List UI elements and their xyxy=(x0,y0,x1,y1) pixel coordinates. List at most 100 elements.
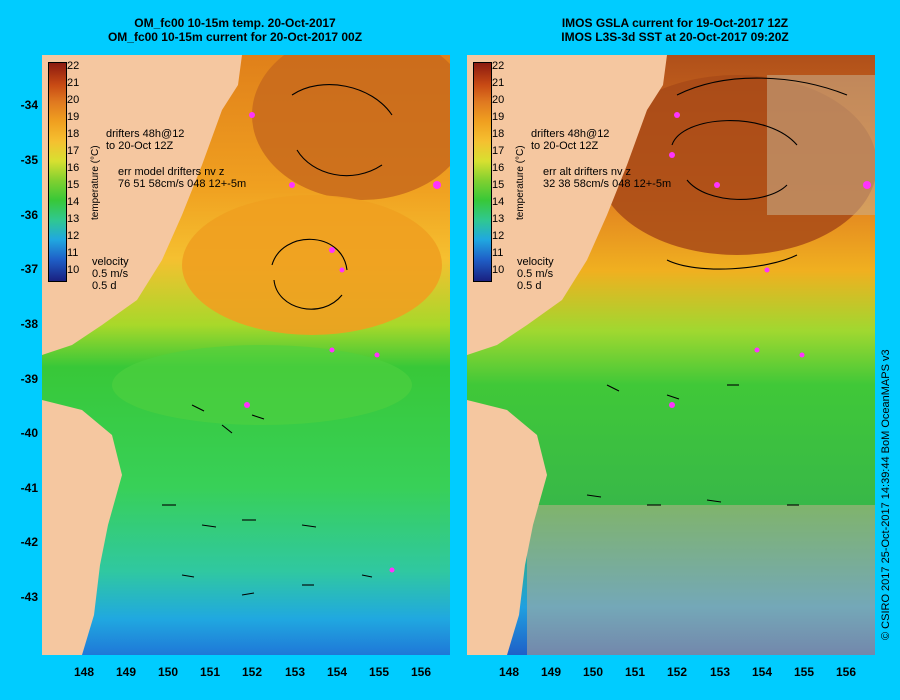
left-front xyxy=(112,345,412,425)
velocity-key-label: velocity xyxy=(92,256,129,268)
left-warm-eddy xyxy=(252,55,450,200)
cb-tick: 11 xyxy=(492,247,504,259)
right-cloud-mask-ne xyxy=(767,75,875,215)
cb-tick: 20 xyxy=(492,94,505,106)
right-title-line2: IMOS L3S-3d SST at 20-Oct-2017 09:20Z xyxy=(561,30,789,44)
left-err-line1: err model drifters nv z xyxy=(118,166,225,178)
x-tick: 156 xyxy=(410,665,432,679)
velocity-key-speed: 0.5 m/s xyxy=(92,268,129,280)
cb-tick: 21 xyxy=(492,77,505,89)
x-tick: 155 xyxy=(368,665,390,679)
right-err-line2: 32 38 58cm/s 048 12+-5m xyxy=(543,178,672,190)
y-tick: -38 xyxy=(20,317,38,331)
cb-tick: 12 xyxy=(492,230,505,242)
x-tick: 155 xyxy=(793,665,815,679)
right-drifters-label: drifters 48h@12 to 20-Oct 12Z xyxy=(531,128,609,152)
cb-tick: 19 xyxy=(67,111,80,123)
x-tick: 152 xyxy=(241,665,263,679)
left-map-canvas xyxy=(42,55,450,655)
left-drifters-line2: to 20-Oct 12Z xyxy=(106,140,174,152)
x-tick: 148 xyxy=(498,665,520,679)
cb-tick: 14 xyxy=(492,196,505,208)
right-error-label: err alt drifters nv z 32 38 58cm/s 048 1… xyxy=(543,166,671,190)
x-tick: 156 xyxy=(835,665,857,679)
right-tasmania xyxy=(467,400,547,655)
x-tick: 151 xyxy=(199,665,221,679)
left-map-title: OM_fc00 10-15m temp. 20-Oct-2017 OM_fc00… xyxy=(60,16,410,44)
y-tick: -36 xyxy=(20,208,38,222)
y-tick: -40 xyxy=(20,426,38,440)
left-drifters-line1: drifters 48h@12 xyxy=(106,128,185,140)
cb-tick: 10 xyxy=(67,264,80,276)
x-tick: 149 xyxy=(540,665,562,679)
cb-tick: 19 xyxy=(492,111,505,123)
left-mainland xyxy=(42,55,242,355)
left-err-line2: 76 51 58cm/s 048 12+-5m xyxy=(118,178,247,190)
left-map-panel xyxy=(42,55,450,655)
x-tick: 149 xyxy=(115,665,137,679)
left-velocity-key: velocity 0.5 m/s 0.5 d xyxy=(92,256,129,292)
cb-tick: 15 xyxy=(67,179,80,191)
y-tick: -37 xyxy=(20,262,38,276)
right-colorbar-title: temperature (°C) xyxy=(515,145,526,220)
y-tick: -43 xyxy=(20,590,38,604)
right-map-title: IMOS GSLA current for 19-Oct-2017 12Z IM… xyxy=(485,16,865,44)
cb-tick: 13 xyxy=(67,213,80,225)
x-tick: 151 xyxy=(624,665,646,679)
cb-tick: 14 xyxy=(67,196,80,208)
right-cloud-mask-south xyxy=(527,505,875,655)
x-tick: 154 xyxy=(326,665,348,679)
velocity-key-duration: 0.5 d xyxy=(92,280,117,292)
right-mainland xyxy=(467,55,667,355)
left-colorbar-title: temperature (°C) xyxy=(90,145,101,220)
y-tick: -41 xyxy=(20,481,38,495)
credit-text: © CSIRO 2017 25-Oct-2017 14:39:44 BoM Oc… xyxy=(880,349,892,640)
right-map-canvas xyxy=(467,55,875,655)
left-vectors xyxy=(162,84,393,596)
cb-tick: 12 xyxy=(67,230,80,242)
left-drifters xyxy=(244,112,441,573)
cb-tick: 20 xyxy=(67,94,80,106)
right-map-panel xyxy=(467,55,875,655)
left-title-line2: OM_fc00 10-15m current for 20-Oct-2017 0… xyxy=(107,30,363,44)
x-tick: 150 xyxy=(582,665,604,679)
y-tick: -35 xyxy=(20,153,38,167)
left-colorbar xyxy=(48,62,67,282)
right-drifters-line2: to 20-Oct 12Z xyxy=(531,140,599,152)
cb-tick: 21 xyxy=(67,77,80,89)
left-error-label: err model drifters nv z 76 51 58cm/s 048… xyxy=(118,166,246,190)
cb-tick: 11 xyxy=(67,247,79,259)
right-vectors xyxy=(586,77,848,506)
cb-tick: 22 xyxy=(492,60,505,72)
left-eddy-core xyxy=(182,195,442,335)
right-title-line1: IMOS GSLA current for 19-Oct-2017 12Z xyxy=(561,16,789,30)
right-colorbar xyxy=(473,62,492,282)
cb-tick: 15 xyxy=(492,179,505,191)
cb-tick: 16 xyxy=(492,162,505,174)
cb-tick: 17 xyxy=(67,145,80,157)
velocity-key-duration: 0.5 d xyxy=(517,280,542,292)
cb-tick: 13 xyxy=(492,213,505,225)
x-tick: 152 xyxy=(666,665,688,679)
right-velocity-key: velocity 0.5 m/s 0.5 d xyxy=(517,256,554,292)
velocity-key-label: velocity xyxy=(517,256,554,268)
right-drifters xyxy=(669,112,871,408)
velocity-key-speed: 0.5 m/s xyxy=(517,268,554,280)
x-tick: 148 xyxy=(73,665,95,679)
right-err-line1: err alt drifters nv z xyxy=(543,166,632,178)
left-tasmania xyxy=(42,400,122,655)
left-title-line1: OM_fc00 10-15m temp. 20-Oct-2017 xyxy=(134,16,336,30)
y-tick: -42 xyxy=(20,535,38,549)
cb-tick: 17 xyxy=(492,145,505,157)
x-tick: 154 xyxy=(751,665,773,679)
left-drifters-label: drifters 48h@12 to 20-Oct 12Z xyxy=(106,128,184,152)
x-tick: 153 xyxy=(284,665,306,679)
y-tick: -34 xyxy=(20,98,38,112)
cb-tick: 18 xyxy=(67,128,80,140)
right-drifters-line1: drifters 48h@12 xyxy=(531,128,610,140)
x-tick: 153 xyxy=(709,665,731,679)
cb-tick: 16 xyxy=(67,162,80,174)
x-tick: 150 xyxy=(157,665,179,679)
y-tick: -39 xyxy=(20,372,38,386)
cb-tick: 18 xyxy=(492,128,505,140)
